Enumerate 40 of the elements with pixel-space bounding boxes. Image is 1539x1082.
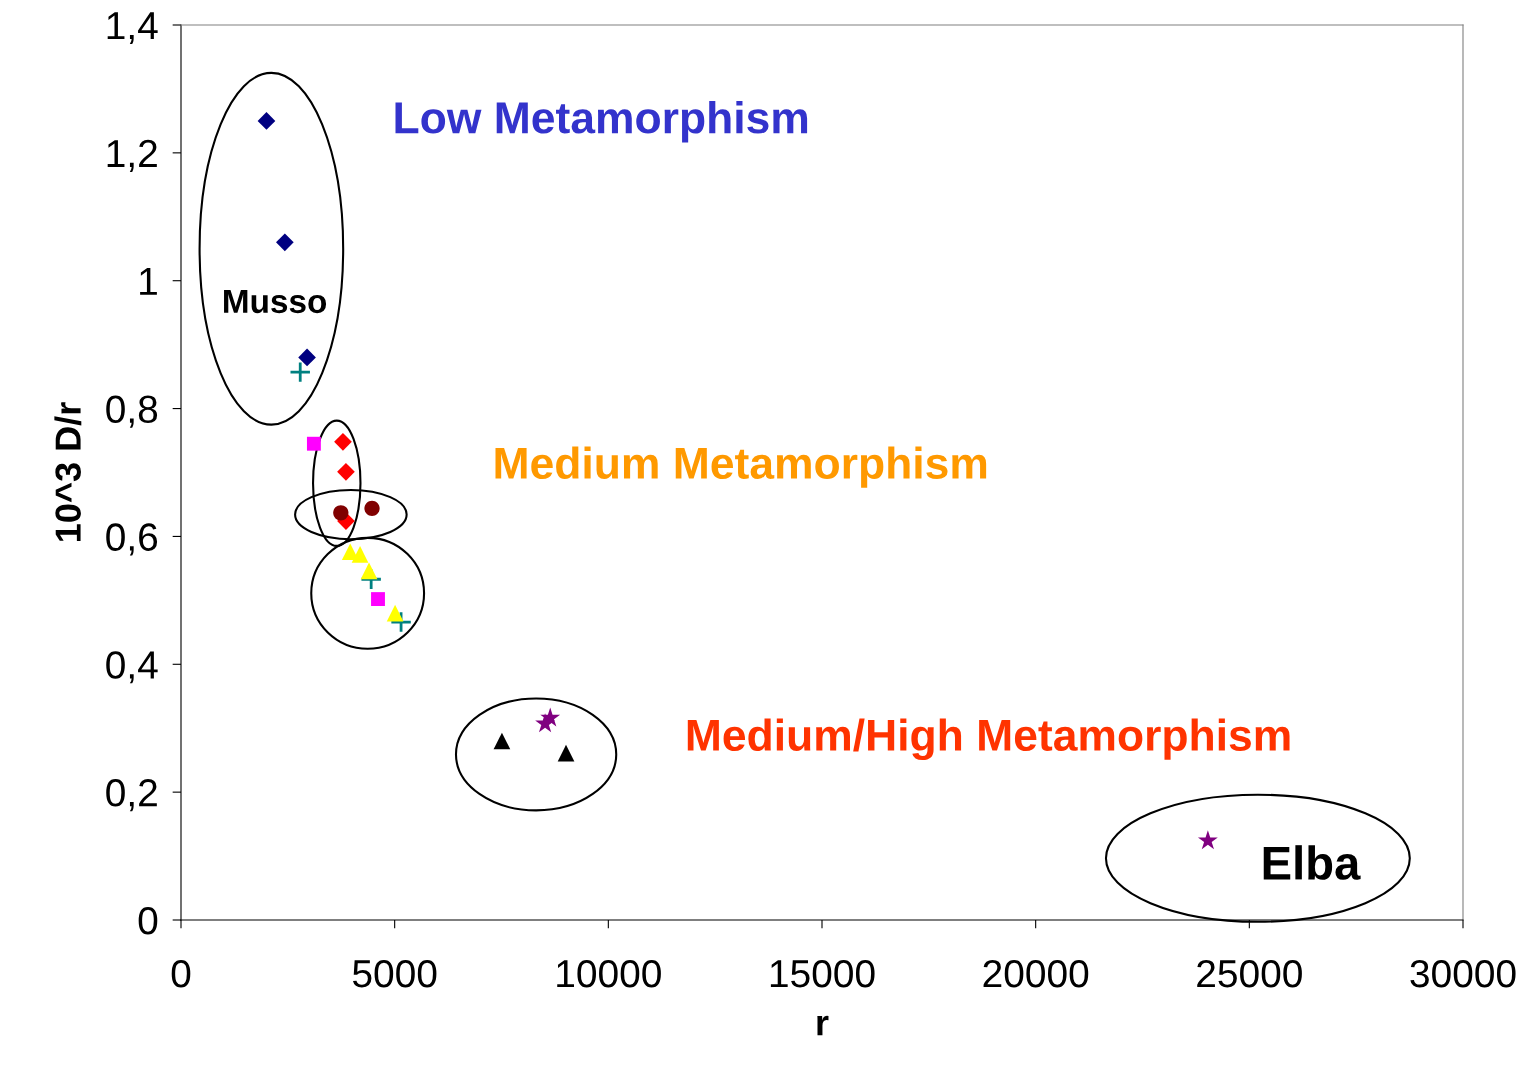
- x-tick-label: 10000: [557, 959, 661, 988]
- point: [540, 707, 561, 727]
- x-tick-label: 30000: [1410, 959, 1516, 988]
- point: [1197, 830, 1218, 850]
- y-tick-label: 0,4: [106, 651, 158, 684]
- x-tick-label: 0: [171, 959, 191, 988]
- point: [298, 348, 316, 367]
- point: [334, 432, 352, 451]
- point: [289, 361, 312, 384]
- point: [306, 436, 321, 451]
- annotation: Musso: [224, 289, 327, 314]
- y-tick-label: 0: [138, 906, 158, 935]
- y-tick-label: 1,4: [107, 12, 158, 45]
- y-tick-label: 1,2: [107, 139, 157, 172]
- point: [276, 233, 294, 252]
- y-axis-title: 10^3 D/r: [54, 402, 82, 541]
- annotation: Medium/High Metamorphism: [687, 718, 1290, 761]
- x-tick-label: 5000: [352, 959, 437, 988]
- point: [557, 744, 575, 762]
- y-tick-label: 0,6: [106, 523, 158, 556]
- annotation: Elba: [1263, 845, 1361, 880]
- annotation: Medium Metamorphism: [495, 446, 987, 488]
- x-tick-label: 15000: [770, 959, 875, 988]
- point: [364, 500, 380, 516]
- point: [337, 463, 355, 481]
- y-tick-label: 0,2: [106, 779, 157, 812]
- point: [386, 604, 404, 622]
- point: [333, 505, 349, 521]
- point: [351, 546, 369, 563]
- point: [257, 112, 276, 130]
- point: [360, 562, 378, 580]
- point: [389, 610, 413, 634]
- point: [371, 592, 385, 607]
- y-tick-label: 1: [140, 268, 157, 295]
- x-tick-label: 25000: [1197, 959, 1302, 988]
- x-tick-label: 20000: [983, 959, 1089, 988]
- point: [493, 732, 511, 750]
- annotation: Low Metamorphism: [395, 100, 808, 143]
- x-axis-title: r: [817, 1015, 829, 1036]
- y-tick-label: 0,8: [106, 395, 158, 428]
